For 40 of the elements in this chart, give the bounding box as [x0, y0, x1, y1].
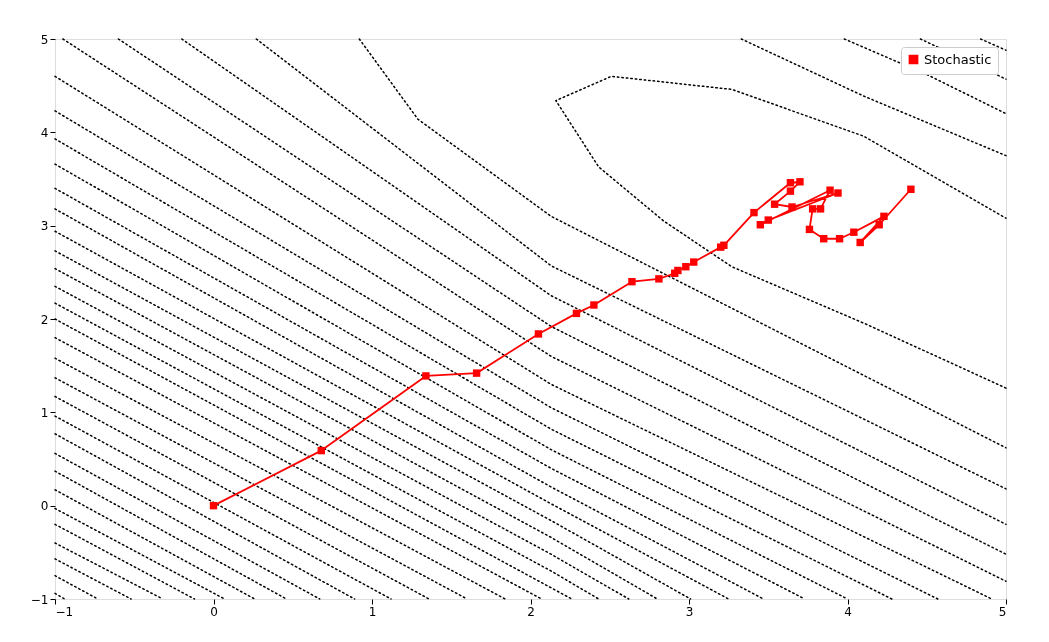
- y-tick-label: 0: [40, 499, 49, 514]
- point: [907, 185, 915, 193]
- point: [796, 178, 804, 186]
- y-tick-label: 2: [40, 312, 49, 327]
- x-tick-label: 2: [527, 604, 535, 619]
- point: [750, 208, 758, 217]
- point: [690, 258, 698, 266]
- x-tick-label: −1: [55, 604, 74, 619]
- point: [472, 369, 481, 377]
- x-tick-label: 0: [210, 604, 218, 619]
- point: [764, 216, 772, 224]
- point: [816, 205, 825, 213]
- point: [856, 238, 864, 247]
- y-tick-label: −1: [30, 592, 49, 607]
- point: [655, 275, 663, 283]
- point: [534, 330, 543, 338]
- x-tick-label: 1: [368, 604, 377, 619]
- point: [875, 221, 883, 229]
- point: [834, 189, 842, 197]
- point: [422, 372, 430, 380]
- point: [590, 301, 598, 309]
- point: [826, 186, 834, 194]
- point: [628, 277, 636, 286]
- y-tick-label: 3: [40, 219, 49, 234]
- x-tick-label: 5: [998, 604, 1007, 619]
- legend-label: Stochastic: [924, 51, 992, 67]
- point: [880, 212, 888, 221]
- point: [770, 200, 779, 208]
- y-tick-label: 5: [40, 32, 49, 47]
- point: [786, 187, 795, 195]
- point: [808, 205, 817, 213]
- x-tick-label: 4: [844, 604, 852, 619]
- point: [850, 228, 858, 236]
- line-series: [555, 75, 1007, 389]
- y-tick-label: 4: [40, 125, 49, 140]
- y-tick-label: 1: [40, 405, 49, 420]
- x-tick-label: 3: [685, 604, 694, 619]
- point: [682, 263, 690, 271]
- line-series: [358, 38, 1007, 449]
- point: [788, 203, 796, 211]
